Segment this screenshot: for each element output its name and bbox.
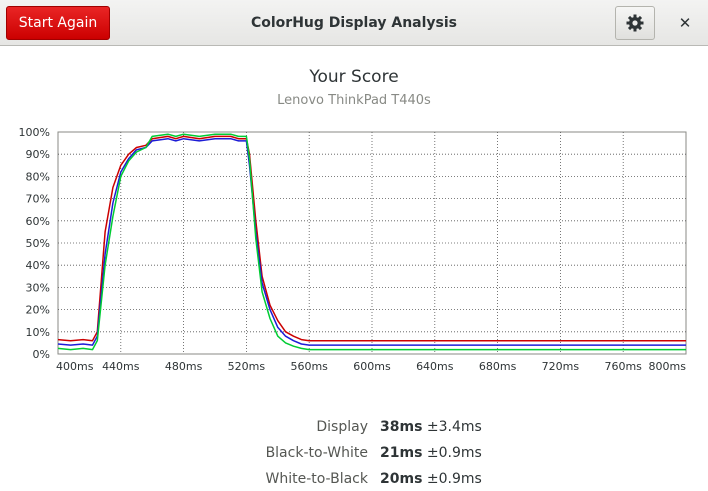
y-tick-label: 50% (26, 237, 50, 250)
result-row-display: Display 38ms ±3.4ms (0, 419, 708, 439)
result-value: 21ms ±0.9ms (380, 445, 482, 461)
y-tick-label: 10% (26, 326, 50, 339)
x-tick-label: 400ms (56, 360, 94, 373)
result-error: ±3.4ms (426, 419, 482, 435)
y-tick-label: 70% (26, 193, 50, 206)
start-again-button[interactable]: Start Again (6, 6, 110, 40)
y-tick-label: 80% (26, 170, 50, 183)
x-tick-label: 800ms (649, 360, 687, 373)
y-tick-label: 20% (26, 304, 50, 317)
result-error: ±0.9ms (426, 471, 482, 487)
result-label: Display (316, 419, 368, 435)
result-time: 20ms (380, 471, 423, 487)
x-tick-label: 440ms (102, 360, 140, 373)
gear-icon (626, 14, 644, 32)
y-tick-label: 0% (33, 348, 50, 361)
result-time: 21ms (380, 445, 423, 461)
series-line-1 (57, 137, 686, 346)
result-label: Black-to-White (265, 445, 368, 461)
series-line-2 (57, 133, 686, 351)
result-time: 38ms (380, 419, 423, 435)
x-tick-label: 520ms (228, 360, 266, 373)
result-error: ±0.9ms (426, 445, 482, 461)
score-title: Your Score (309, 67, 399, 87)
x-tick-label: 600ms (353, 360, 391, 373)
result-row-white-to-black: White-to-Black 20ms ±0.9ms (0, 471, 708, 491)
result-value: 20ms ±0.9ms (380, 471, 482, 487)
y-tick-label: 90% (26, 148, 50, 161)
x-tick-label: 720ms (542, 360, 580, 373)
close-button[interactable]: ✕ (678, 14, 692, 32)
x-tick-label: 480ms (165, 360, 203, 373)
x-tick-label: 760ms (604, 360, 642, 373)
series-line-0 (57, 135, 686, 342)
x-tick-label: 680ms (479, 360, 517, 373)
x-tick-label: 560ms (290, 360, 328, 373)
y-tick-label: 30% (26, 281, 50, 294)
result-value: 38ms ±3.4ms (380, 419, 482, 435)
x-tick-label: 640ms (416, 360, 454, 373)
y-tick-label: 60% (26, 215, 50, 228)
response-chart: 0% 10% 20% 30% 40% 50% 60% 70% 80% 90% 100% 400ms 44… (19, 126, 687, 373)
result-label: White-to-Black (265, 471, 368, 487)
device-name: Lenovo ThinkPad T440s (277, 93, 431, 108)
settings-button[interactable] (615, 6, 655, 40)
header-bar: Start Again ColorHug Display Analysis ✕ (0, 0, 708, 46)
result-row-black-to-white: Black-to-White 21ms ±0.9ms (0, 445, 708, 465)
y-tick-label: 100% (19, 126, 50, 139)
y-tick-label: 40% (26, 259, 50, 272)
